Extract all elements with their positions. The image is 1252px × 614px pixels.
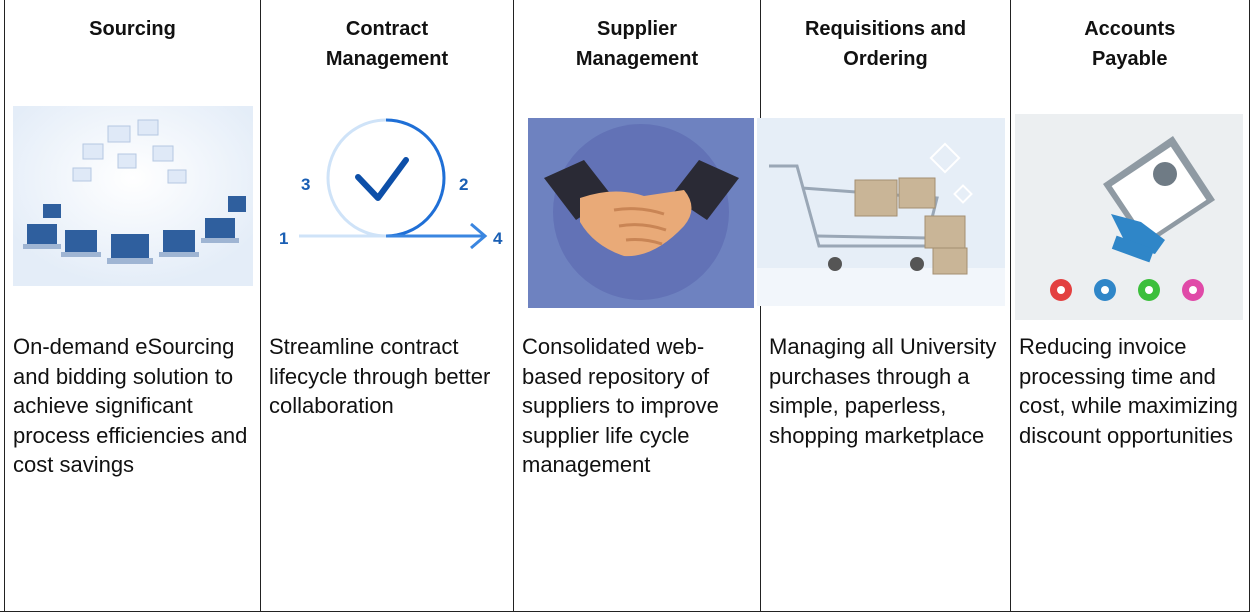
column-header: Accounts Payable xyxy=(1011,0,1249,114)
step-label: 4 xyxy=(493,229,503,248)
column-image xyxy=(514,100,760,320)
column-image xyxy=(757,100,1010,320)
header-line: Supplier xyxy=(596,18,677,40)
table-column: Accounts Payable Reducing invoice process… xyxy=(1010,0,1250,612)
header-line: Requisitions and xyxy=(804,18,967,40)
step-label: 3 xyxy=(301,175,310,194)
illustration xyxy=(528,118,754,308)
column-header: Sourcing xyxy=(5,0,260,114)
table-column: Requisitions and Ordering Managing all Un… xyxy=(757,0,1010,612)
header-line: Sourcing xyxy=(89,18,176,40)
column-description: Consolidated web-based repository of sup… xyxy=(522,334,719,477)
table-column: Sourcing On-demand eSourcing and bidding… xyxy=(4,0,260,612)
table-column: Contract Management 1 2 3 4 Streamline co… xyxy=(260,0,513,612)
column-image xyxy=(1011,100,1249,320)
illustration xyxy=(757,118,1005,306)
header-line: Payable xyxy=(1091,48,1168,70)
table-column: Supplier Management Consolidated web-base… xyxy=(513,0,760,612)
column-description: Managing all University purchases throug… xyxy=(769,334,997,448)
header-line: Management xyxy=(575,48,699,70)
column-image xyxy=(5,100,260,320)
table-border xyxy=(0,611,1250,612)
header-line: Accounts xyxy=(1084,18,1176,40)
illustration: 1 2 3 4 xyxy=(279,118,503,250)
column-image: 1 2 3 4 xyxy=(261,100,513,320)
column-description: On-demand eSourcing and bidding solution… xyxy=(13,334,248,477)
column-header: Supplier Management xyxy=(514,0,760,114)
column-header: Contract Management xyxy=(261,0,513,114)
step-label: 1 xyxy=(279,229,288,248)
step-label: 2 xyxy=(459,175,468,194)
header-line: Ordering xyxy=(843,48,928,70)
column-header: Requisitions and Ordering xyxy=(761,0,1010,114)
header-line: Management xyxy=(325,48,449,70)
column-description: Reducing invoice processing time and cos… xyxy=(1019,334,1238,448)
column-description: Streamline contract lifecycle through be… xyxy=(269,334,491,418)
header-line: Contract xyxy=(345,18,429,40)
illustration xyxy=(13,106,253,286)
illustration xyxy=(1015,114,1243,320)
